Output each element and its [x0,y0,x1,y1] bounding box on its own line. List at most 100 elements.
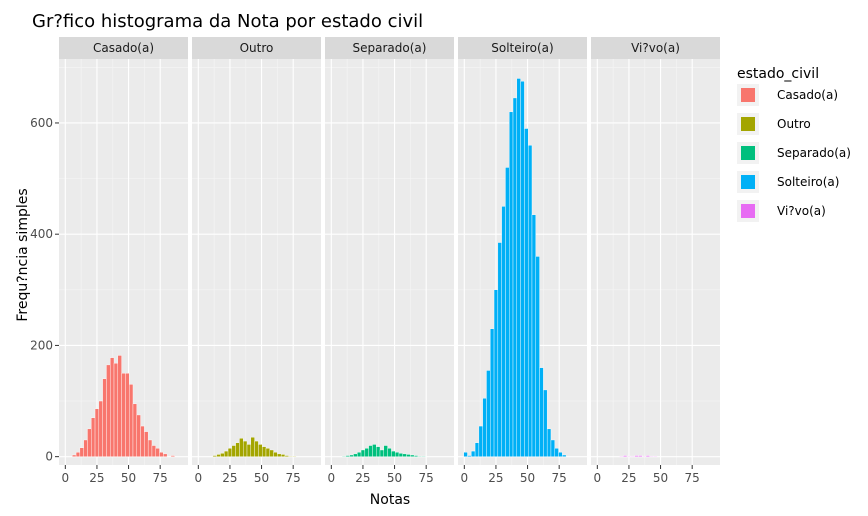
facet-panel: Casado(a) 0 25 50 75 [59,37,188,485]
histogram-bar [98,400,103,457]
histogram-bar [231,445,236,457]
facet-strip-label: Separado(a) [353,41,427,55]
legend-key [741,117,755,131]
facet-panel: Outro 0 25 50 75 [192,37,321,485]
y-axis: 0 200 400 600 [30,116,59,464]
x-tick-label: 50 [254,471,269,485]
histogram-bar [630,455,635,457]
histogram-bar [94,408,100,457]
histogram-bar [623,455,628,457]
x-tick-label: 75 [153,471,168,485]
histogram-bar [212,455,217,457]
legend-entry: Casado(a) [737,84,838,106]
legend-entry: Solteiro(a) [737,171,839,193]
x-tick-label: 50 [121,471,136,485]
histogram-bar [83,439,88,457]
histogram-bar [372,444,377,457]
histogram-bar [269,449,274,457]
histogram-bar [79,447,84,457]
histogram-bar [353,453,358,457]
histogram-bar [341,455,347,457]
y-tick-label: 600 [30,116,53,130]
histogram-bar [288,455,293,457]
histogram-bar [132,403,137,457]
histogram-bar [235,442,240,457]
histogram-bar [227,448,233,457]
histogram-bar [102,378,107,457]
facet-strip [192,37,321,59]
histogram-bar [516,78,521,457]
histogram-bar [163,453,168,457]
facet-strip-label: Vi?vo(a) [631,41,680,55]
x-tick-label: 25 [488,471,503,485]
histogram-bar [220,453,225,457]
histogram-bar [121,373,126,457]
histogram-bar [471,450,476,457]
facet-panels: Casado(a) 0 25 50 75 Outro 0 25 50 75 Separado(a) 0… [59,37,720,485]
legend-entry: Vi?vo(a) [737,200,826,222]
panel-background [325,59,454,465]
histogram-bar [345,455,350,457]
x-tick-label: 50 [653,471,668,485]
histogram-bar [474,442,480,457]
legend-key [741,204,755,218]
histogram-bar [619,455,624,457]
x-tick-label: 50 [387,471,402,485]
facet-strip [591,37,720,59]
legend-key [741,146,755,160]
facet-panel: Solteiro(a) 0 25 50 75 [458,37,587,485]
legend-entry: Outro [737,113,811,135]
histogram-bar [136,414,141,457]
histogram-bar [398,453,403,457]
histogram-bar [421,455,426,457]
histogram-bar [357,452,362,457]
histogram-bar [535,256,540,457]
histogram-bar [258,444,263,457]
histogram-bar [558,452,563,457]
x-tick-label: 75 [286,471,301,485]
histogram-bar [159,452,164,457]
x-axis-title: Notas [370,492,410,508]
legend-label: Separado(a) [777,146,851,160]
histogram-bar [349,454,354,457]
legend-label: Outro [777,117,811,131]
x-tick-label: 25 [222,471,237,485]
histogram-bar [147,439,153,457]
histogram-bar [512,97,518,457]
histogram-bar [273,452,278,457]
histogram-bar [155,448,160,457]
legend-key [741,175,755,189]
histogram-bar [246,444,252,457]
histogram-bar [638,455,643,457]
histogram-bar [72,454,77,457]
legend: estado_civil Casado(a) Outro Separado(a) So… [737,66,851,222]
histogram-bar [645,455,651,457]
histogram-bar [402,453,407,457]
x-tick-label: 25 [621,471,636,485]
histogram-bar [391,450,396,457]
histogram-bar [653,455,658,457]
histogram-bar [113,363,119,457]
histogram-bar [531,214,536,457]
histogram-bar [128,384,134,457]
histogram-bar [277,453,282,457]
panel-background [591,59,720,465]
y-axis-title: Frequ?ncia simples [15,188,31,321]
histogram-bar [524,128,529,457]
histogram-bar [497,242,502,457]
histogram-bar [265,448,270,457]
histogram-bar [478,425,483,457]
histogram-bar [117,355,122,457]
histogram-bar [243,440,248,457]
histogram-bar [490,328,495,457]
histogram-bar [87,428,92,457]
histogram-bar [493,289,499,457]
x-tick-label: 25 [355,471,370,485]
x-tick-label: 0 [195,471,203,485]
y-tick-label: 200 [30,338,53,352]
x-tick-label: 0 [461,471,469,485]
histogram-bar [406,454,411,457]
histogram-bar [649,455,654,457]
facet-strip-label: Outro [240,41,274,55]
